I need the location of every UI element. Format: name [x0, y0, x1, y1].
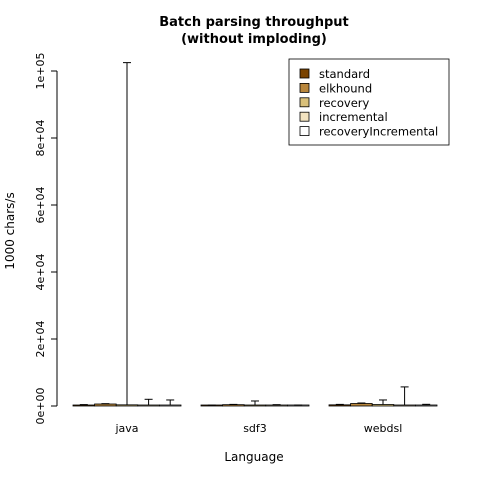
chart-title-line-1: Batch parsing throughput	[159, 15, 349, 30]
bar-group-webdsl	[328, 403, 438, 407]
error-bars	[79, 62, 431, 406]
x-tick-label-java: java	[114, 422, 138, 435]
y-tick-label: 0e+00	[34, 388, 47, 425]
y-tick-label: 4e+04	[34, 254, 47, 291]
bar-java-standard	[72, 404, 96, 407]
legend-swatch-recovery	[299, 97, 310, 108]
bar-java-recoveryIncremental	[158, 404, 182, 407]
legend-label-recoveryIncremental: recoveryIncremental	[319, 125, 438, 139]
chart-title-line-2: (without imploding)	[181, 32, 327, 47]
bar-sdf3-recovery	[243, 404, 267, 407]
bar-webdsl-recoveryIncremental	[414, 404, 438, 407]
legend: standardelkhoundrecoveryincrementalrecov…	[288, 58, 450, 146]
y-tick-label: 8e+04	[34, 120, 47, 157]
legend-label-standard: standard	[319, 67, 370, 81]
x-tick-label-sdf3: sdf3	[243, 422, 267, 435]
bar-java-incremental	[137, 404, 160, 407]
bar-webdsl-standard	[328, 404, 352, 407]
legend-swatch-incremental	[299, 111, 310, 122]
legend-swatch-recoveryIncremental	[299, 126, 310, 136]
bar-webdsl-elkhound	[350, 403, 373, 407]
bar-groups	[72, 403, 438, 407]
y-tick-label: 1e+05	[34, 53, 47, 90]
bar-webdsl-recovery	[371, 404, 395, 407]
x-tick-label-webdsl: webdsl	[364, 422, 403, 435]
y-tick-label: 2e+04	[34, 321, 47, 358]
x-axis-label: Language	[224, 450, 283, 464]
bar-java-recovery	[115, 404, 139, 407]
y-axis-label: 1000 chars/s	[3, 192, 17, 269]
legend-label-elkhound: elkhound	[319, 81, 372, 95]
legend-swatch-elkhound	[299, 83, 310, 93]
legend-label-incremental: incremental	[319, 110, 388, 124]
x-axis: java sdf3 webdsl	[114, 422, 402, 435]
bar-webdsl-incremental	[393, 404, 416, 407]
legend-box	[288, 58, 450, 146]
y-tick-label: 6e+04	[34, 187, 47, 224]
legend-swatch-standard	[299, 68, 310, 79]
y-axis: 0e+00 2e+04 4e+04 6e+04 8e+04 1e+05	[34, 53, 58, 425]
legend-label-recovery: recovery	[319, 96, 370, 110]
bar-java-elkhound	[94, 403, 117, 407]
